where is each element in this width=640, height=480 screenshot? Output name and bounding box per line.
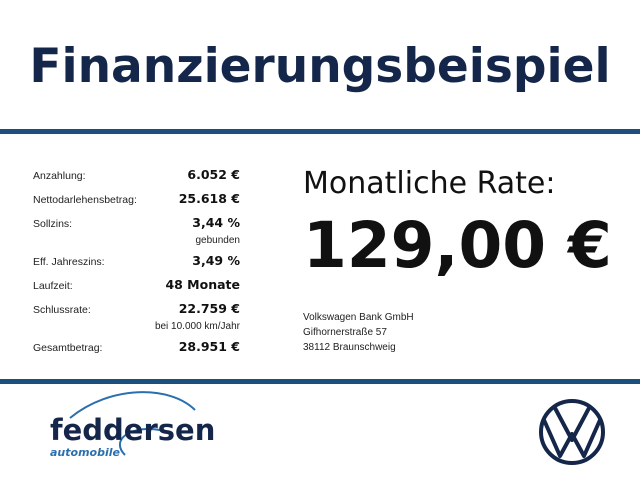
term-value: 3,49 % — [192, 253, 240, 268]
term-value: 28.951 € — [179, 339, 240, 354]
logo-ring — [539, 399, 605, 465]
dealer-tagline: automobile — [50, 446, 121, 459]
title: Finanzierungsbeispiel — [29, 39, 610, 94]
bank-line: Volkswagen Bank GmbH — [303, 312, 414, 323]
bank: Volkswagen Bank GmbH Gifhornerstraße 57 … — [303, 312, 414, 353]
dealer-logo: feddersen automobile — [50, 391, 215, 459]
term-value: 25.618 € — [179, 191, 240, 206]
bank-line: 38112 Braunschweig — [303, 342, 396, 353]
term-value: 3,44 % — [192, 215, 240, 230]
term-value: 22.759 € — [179, 301, 240, 316]
term-note: gebunden — [196, 235, 241, 246]
term-value: 48 Monate — [165, 277, 240, 292]
term-label: Laufzeit: — [33, 280, 73, 292]
dealer-name: feddersen — [50, 413, 215, 447]
term-label: Anzahlung: — [33, 170, 86, 182]
divider — [0, 129, 640, 134]
term-label: Nettodarlehensbetrag: — [33, 194, 137, 206]
term-label: Sollzins: — [33, 218, 72, 230]
logo-swoosh — [69, 391, 196, 419]
rate-amount: 129,00 € — [303, 209, 612, 282]
bank-line: Gifhornerstraße 57 — [303, 327, 387, 338]
logo-mark — [542, 407, 602, 458]
term-label: Gesamtbetrag: — [33, 342, 102, 354]
rate-heading: Monatliche Rate: — [303, 166, 555, 201]
logo-swoosh — [118, 428, 161, 456]
terms: Anzahlung: 6.052 € Nettodarlehensbetrag: 25… — [33, 167, 241, 354]
term-value: 6.052 € — [187, 167, 240, 182]
term-note: bei 10.000 km/Jahr — [155, 321, 241, 332]
divider — [0, 379, 640, 384]
term-label: Eff. Jahreszins: — [33, 256, 105, 268]
vw-logo — [539, 399, 605, 465]
term-label: Schlussrate: — [33, 304, 91, 316]
